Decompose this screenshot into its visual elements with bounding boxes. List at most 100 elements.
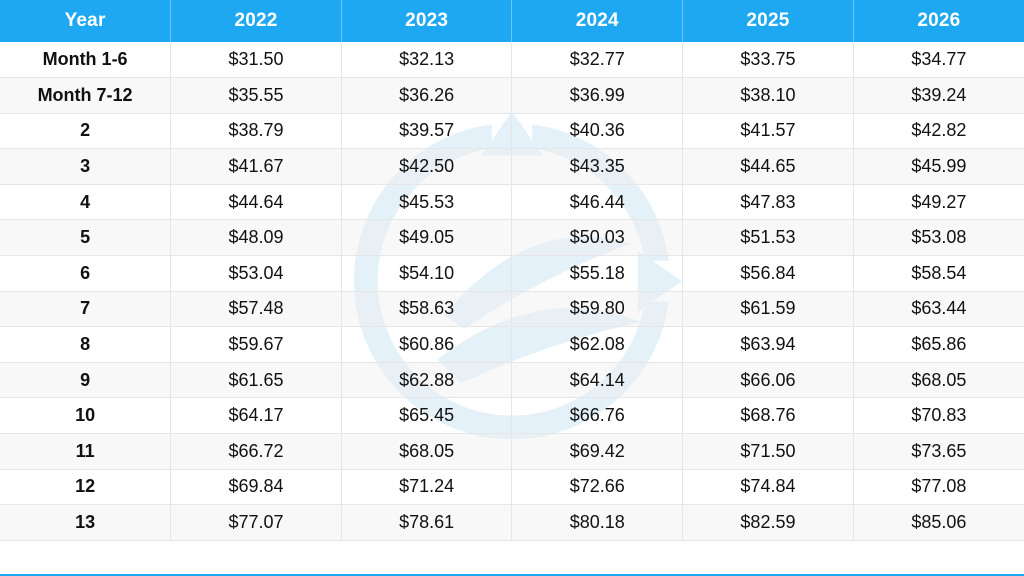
- cell-value: $36.26: [341, 78, 512, 114]
- cell-value: $49.27: [853, 184, 1024, 220]
- table-row: 2$38.79$39.57$40.36$41.57$42.82: [0, 113, 1024, 149]
- cell-value: $56.84: [683, 256, 854, 292]
- table-row: Month 1-6$31.50$32.13$32.77$33.75$34.77: [0, 42, 1024, 78]
- table-row: 13$77.07$78.61$80.18$82.59$85.06: [0, 505, 1024, 541]
- col-header: Year: [0, 0, 171, 42]
- row-label: 10: [0, 398, 171, 434]
- cell-value: $31.50: [171, 42, 342, 78]
- cell-value: $45.99: [853, 149, 1024, 185]
- cell-value: $46.44: [512, 184, 683, 220]
- table-row: 10$64.17$65.45$66.76$68.76$70.83: [0, 398, 1024, 434]
- cell-value: $59.80: [512, 291, 683, 327]
- cell-value: $80.18: [512, 505, 683, 541]
- cell-value: $44.64: [171, 184, 342, 220]
- cell-value: $73.65: [853, 434, 1024, 470]
- table-body: Month 1-6$31.50$32.13$32.77$33.75$34.77M…: [0, 42, 1024, 540]
- cell-value: $68.05: [853, 362, 1024, 398]
- row-label: 3: [0, 149, 171, 185]
- table-row: 4$44.64$45.53$46.44$47.83$49.27: [0, 184, 1024, 220]
- cell-value: $85.06: [853, 505, 1024, 541]
- cell-value: $58.54: [853, 256, 1024, 292]
- row-label: 5: [0, 220, 171, 256]
- row-label: 4: [0, 184, 171, 220]
- row-label: 13: [0, 505, 171, 541]
- col-header: 2026: [853, 0, 1024, 42]
- row-label: 2: [0, 113, 171, 149]
- cell-value: $43.35: [512, 149, 683, 185]
- col-header: 2025: [683, 0, 854, 42]
- cell-value: $70.83: [853, 398, 1024, 434]
- table-row: 7$57.48$58.63$59.80$61.59$63.44: [0, 291, 1024, 327]
- cell-value: $54.10: [341, 256, 512, 292]
- cell-value: $58.63: [341, 291, 512, 327]
- cell-value: $74.84: [683, 469, 854, 505]
- cell-value: $45.53: [341, 184, 512, 220]
- cell-value: $66.06: [683, 362, 854, 398]
- table-row: 6$53.04$54.10$55.18$56.84$58.54: [0, 256, 1024, 292]
- table-row: 11$66.72$68.05$69.42$71.50$73.65: [0, 434, 1024, 470]
- col-header: 2023: [341, 0, 512, 42]
- cell-value: $69.42: [512, 434, 683, 470]
- cell-value: $38.79: [171, 113, 342, 149]
- cell-value: $57.48: [171, 291, 342, 327]
- cell-value: $42.82: [853, 113, 1024, 149]
- row-label: 8: [0, 327, 171, 363]
- col-header: 2022: [171, 0, 342, 42]
- cell-value: $77.07: [171, 505, 342, 541]
- cell-value: $77.08: [853, 469, 1024, 505]
- cell-value: $38.10: [683, 78, 854, 114]
- row-label: 9: [0, 362, 171, 398]
- cell-value: $68.05: [341, 434, 512, 470]
- cell-value: $69.84: [171, 469, 342, 505]
- table-row: 8$59.67$60.86$62.08$63.94$65.86: [0, 327, 1024, 363]
- cell-value: $64.17: [171, 398, 342, 434]
- cell-value: $65.86: [853, 327, 1024, 363]
- cell-value: $55.18: [512, 256, 683, 292]
- table-header-row: Year 2022 2023 2024 2025 2026: [0, 0, 1024, 42]
- cell-value: $35.55: [171, 78, 342, 114]
- row-label: 11: [0, 434, 171, 470]
- cell-value: $36.99: [512, 78, 683, 114]
- cell-value: $78.61: [341, 505, 512, 541]
- cell-value: $68.76: [683, 398, 854, 434]
- cell-value: $41.67: [171, 149, 342, 185]
- cell-value: $51.53: [683, 220, 854, 256]
- cell-value: $34.77: [853, 42, 1024, 78]
- cell-value: $39.57: [341, 113, 512, 149]
- col-header: 2024: [512, 0, 683, 42]
- table-row: 5$48.09$49.05$50.03$51.53$53.08: [0, 220, 1024, 256]
- cell-value: $82.59: [683, 505, 854, 541]
- table-row: 3$41.67$42.50$43.35$44.65$45.99: [0, 149, 1024, 185]
- row-label: 6: [0, 256, 171, 292]
- cell-value: $40.36: [512, 113, 683, 149]
- table-row: 9$61.65$62.88$64.14$66.06$68.05: [0, 362, 1024, 398]
- cell-value: $48.09: [171, 220, 342, 256]
- cell-value: $66.76: [512, 398, 683, 434]
- cell-value: $72.66: [512, 469, 683, 505]
- cell-value: $60.86: [341, 327, 512, 363]
- cell-value: $62.08: [512, 327, 683, 363]
- cell-value: $62.88: [341, 362, 512, 398]
- row-label: Month 1-6: [0, 42, 171, 78]
- cell-value: $65.45: [341, 398, 512, 434]
- table-row: Month 7-12$35.55$36.26$36.99$38.10$39.24: [0, 78, 1024, 114]
- cell-value: $53.08: [853, 220, 1024, 256]
- cell-value: $44.65: [683, 149, 854, 185]
- cell-value: $49.05: [341, 220, 512, 256]
- cell-value: $32.77: [512, 42, 683, 78]
- wage-table: Year 2022 2023 2024 2025 2026 Month 1-6$…: [0, 0, 1024, 541]
- row-label: 7: [0, 291, 171, 327]
- cell-value: $41.57: [683, 113, 854, 149]
- cell-value: $64.14: [512, 362, 683, 398]
- cell-value: $33.75: [683, 42, 854, 78]
- cell-value: $53.04: [171, 256, 342, 292]
- cell-value: $71.50: [683, 434, 854, 470]
- cell-value: $42.50: [341, 149, 512, 185]
- cell-value: $50.03: [512, 220, 683, 256]
- cell-value: $63.94: [683, 327, 854, 363]
- cell-value: $66.72: [171, 434, 342, 470]
- cell-value: $39.24: [853, 78, 1024, 114]
- cell-value: $61.59: [683, 291, 854, 327]
- cell-value: $59.67: [171, 327, 342, 363]
- cell-value: $71.24: [341, 469, 512, 505]
